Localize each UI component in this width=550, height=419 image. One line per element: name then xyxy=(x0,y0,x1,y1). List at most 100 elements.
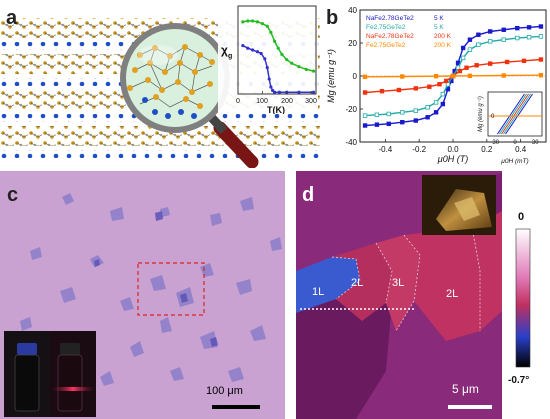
b-point xyxy=(515,25,520,31)
b-point xyxy=(487,61,493,66)
b-point xyxy=(467,73,473,79)
b-y-tick-label: 20 xyxy=(348,39,357,48)
b-x-tick-label: 0.2 xyxy=(481,145,493,154)
inset-tick-200: 200 xyxy=(281,98,293,105)
b-point xyxy=(400,74,405,79)
inset-a-point xyxy=(255,20,260,24)
b-point xyxy=(467,37,473,42)
region-label-3L: 3L xyxy=(392,277,405,289)
b-y-tick-label: 0 xyxy=(353,72,358,81)
panel-b: b NaFe2.78GeTe2 5 K Fe2.75GeTe2 5 K NaFe2.78… xyxy=(322,0,550,168)
b-legend-temp: 5 K xyxy=(434,15,444,22)
inset-a-point xyxy=(263,57,267,61)
b-point xyxy=(467,47,473,52)
region-label-2L-left: 2L xyxy=(351,277,364,289)
inset-a-point xyxy=(269,85,273,89)
b-point xyxy=(538,24,544,29)
inset-a-point xyxy=(272,90,277,94)
region-label-1L: 1L xyxy=(312,286,325,298)
inset-a-point xyxy=(241,44,245,48)
inset-a-point xyxy=(311,90,316,94)
inset-a-point xyxy=(265,24,269,28)
inset-a-point xyxy=(251,19,255,23)
chi-vs-t-inset: χ g 0 100 200 300 T(K) xyxy=(218,2,318,114)
b-point xyxy=(521,58,527,64)
inset-a-point xyxy=(265,66,269,70)
inset-a-point xyxy=(290,61,294,65)
b-point xyxy=(425,105,430,110)
inset-plot-frame xyxy=(237,5,317,95)
b-point xyxy=(362,113,368,118)
b-inset-loop-line xyxy=(505,93,533,135)
b-inset-x-label: μ0H (mT) xyxy=(500,158,528,165)
b-point xyxy=(374,112,380,117)
b-inset-y-tick: 0 xyxy=(491,114,495,120)
inset-a-point xyxy=(241,20,245,24)
panel-label-d: d xyxy=(302,184,315,206)
b-point xyxy=(379,88,385,94)
b-point xyxy=(433,110,439,115)
b-point xyxy=(487,29,493,34)
b-point xyxy=(501,27,506,32)
b-inset-x-tick: 0 xyxy=(513,140,517,146)
b-point xyxy=(476,32,481,37)
b-y-tick-label: -40 xyxy=(345,138,357,147)
b-legend-temp: 200 K xyxy=(434,33,452,40)
b-point xyxy=(386,121,391,127)
b-point xyxy=(460,55,466,61)
b-point xyxy=(413,118,418,123)
b-point xyxy=(457,68,462,74)
b-legend-temp: 5 K xyxy=(434,24,444,31)
magnifier-icon xyxy=(120,23,259,168)
b-point xyxy=(538,34,544,39)
b-point xyxy=(400,110,405,115)
panel-d: d 1L 2L 3L 2L 5 μm 0 -0.7° xyxy=(296,171,550,419)
b-inset-loop-line xyxy=(497,93,525,135)
inset-a-point xyxy=(246,19,250,23)
inset-chi-label: χ xyxy=(221,43,228,57)
inset-a-point xyxy=(246,46,250,50)
inset-chi-sub: g xyxy=(228,53,232,60)
b-point xyxy=(437,82,442,87)
b-x-tick-label: -0.2 xyxy=(412,145,426,154)
b-x-tick-label: -0.4 xyxy=(378,145,392,154)
b-point xyxy=(501,73,506,78)
zoom-region-box xyxy=(137,262,205,316)
inset-a-point xyxy=(267,77,271,81)
b-inset: -30 0 30 0 μ0H (mT) Mg (emu g⁻¹) xyxy=(478,91,543,165)
b-y-tick-label: 40 xyxy=(348,6,357,15)
magnetization-chart: NaFe2.78GeTe2 5 K Fe2.75GeTe2 5 K NaFe2.78Ge… xyxy=(326,6,547,165)
b-point xyxy=(362,123,368,128)
inset-a-point xyxy=(297,65,301,69)
panel-label-a: a xyxy=(6,7,18,29)
colorbar-min-label: -0.7° xyxy=(508,375,530,386)
region-label-2L-right: 2L xyxy=(446,288,459,300)
b-inset-x-tick: 30 xyxy=(532,140,539,146)
b-point xyxy=(362,74,368,80)
inset-a-point xyxy=(311,69,316,73)
b-legend-name: Fe2.75GeTe2 xyxy=(366,42,406,49)
b-point xyxy=(538,72,544,78)
inset-a-point xyxy=(297,90,301,94)
inset-a-point xyxy=(277,90,282,94)
inset-a-point xyxy=(285,58,289,62)
vial-photo-inset xyxy=(4,331,96,417)
b-point xyxy=(413,108,418,113)
inset-a-point xyxy=(251,48,255,52)
b-y-axis-label: Mg (emu g⁻¹) xyxy=(326,49,336,103)
b-point xyxy=(362,90,368,95)
b-legend-temp: 200 K xyxy=(434,42,452,49)
panel-a: a χ g 0 100 200 300 T(K) xyxy=(0,0,320,168)
b-legend-name: NaFe2.78GeTe2 xyxy=(366,15,414,22)
afm-inset xyxy=(422,175,496,235)
inset-a-point xyxy=(260,22,264,26)
panel-label-b: b xyxy=(326,7,339,29)
b-point xyxy=(386,111,391,117)
b-point xyxy=(374,122,380,127)
b-point xyxy=(400,120,405,125)
b-point xyxy=(526,35,532,40)
b-point xyxy=(501,37,506,42)
b-x-axis-label: μ0H (T) xyxy=(437,154,468,164)
b-point xyxy=(474,63,479,68)
b-point xyxy=(504,59,510,65)
